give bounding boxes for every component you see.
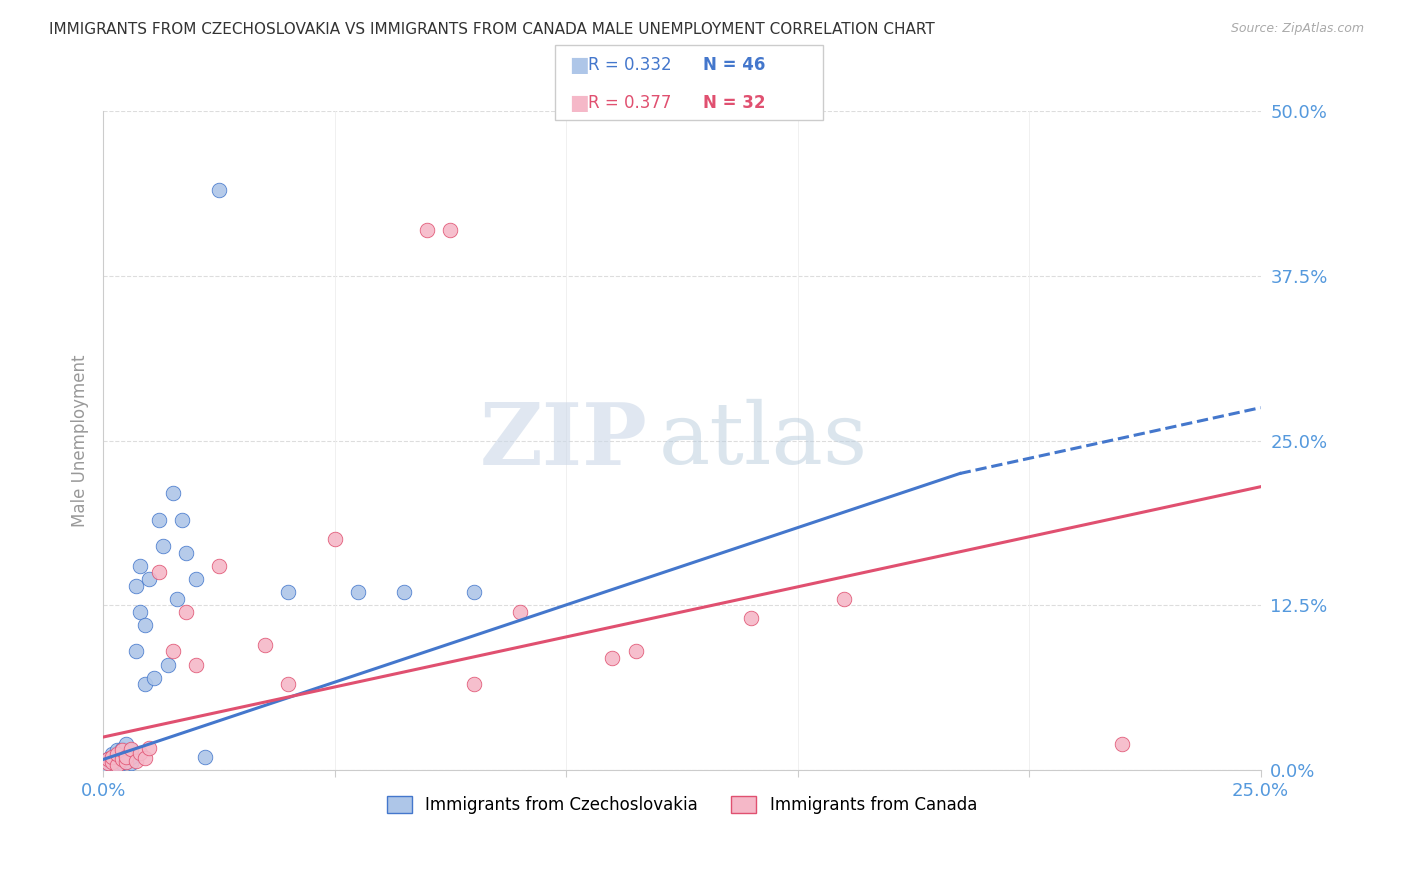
Point (97, 752, 120, 766)
Point (120, 743, 142, 757)
Point (105, 746, 128, 760)
Point (254, 638, 277, 652)
Point (115, 751, 138, 765)
Point (208, 183, 231, 197)
Point (120, 749, 142, 764)
Point (97, 759, 120, 773)
Point (115, 749, 138, 764)
Point (129, 558, 152, 573)
Point (740, 611, 762, 625)
Point (194, 749, 217, 764)
Point (105, 754, 128, 768)
Text: N = 46: N = 46 (703, 56, 765, 74)
Point (392, 585, 415, 599)
Point (105, 751, 128, 765)
Point (602, 651, 624, 665)
Text: N = 32: N = 32 (703, 94, 765, 112)
Point (111, 743, 134, 757)
Point (105, 743, 128, 757)
Point (148, 566, 170, 580)
Point (148, 513, 170, 527)
Text: IMMIGRANTS FROM CZECHOSLOVAKIA VS IMMIGRANTS FROM CANADA MALE UNEMPLOYMENT CORRE: IMMIGRANTS FROM CZECHOSLOVAKIA VS IMMIGR… (49, 22, 935, 37)
Point (134, 677, 156, 691)
Point (129, 746, 152, 760)
Point (120, 742, 142, 756)
Point (176, 546, 198, 560)
Point (277, 585, 299, 599)
Point (111, 752, 134, 766)
Point (97, 752, 120, 766)
Text: atlas: atlas (659, 399, 868, 483)
Point (184, 572, 207, 586)
Point (166, 591, 188, 606)
Y-axis label: Male Unemployment: Male Unemployment (72, 354, 89, 527)
Point (101, 749, 124, 764)
Point (101, 749, 124, 764)
Point (624, 644, 647, 658)
Point (208, 558, 231, 573)
Point (101, 755, 124, 769)
Text: R = 0.377: R = 0.377 (588, 94, 671, 112)
Point (138, 740, 160, 755)
Point (416, 223, 439, 237)
Point (115, 755, 138, 769)
Point (156, 657, 179, 672)
Point (1111, 737, 1133, 751)
Point (101, 747, 124, 762)
Point (111, 756, 134, 771)
Text: ■: ■ (569, 55, 589, 75)
Point (162, 644, 184, 658)
Point (184, 657, 207, 672)
Point (463, 585, 485, 599)
Point (115, 746, 138, 760)
Point (509, 605, 531, 619)
Point (105, 747, 128, 762)
Point (111, 748, 134, 763)
Point (832, 591, 855, 606)
Legend: Immigrants from Czechoslovakia, Immigrants from Canada: Immigrants from Czechoslovakia, Immigran… (380, 789, 984, 821)
Point (134, 751, 156, 765)
Point (101, 754, 124, 768)
Text: ZIP: ZIP (479, 399, 647, 483)
Point (138, 572, 160, 586)
Point (143, 671, 166, 685)
Point (152, 539, 174, 553)
Point (124, 754, 146, 768)
Point (115, 755, 138, 769)
Point (439, 223, 461, 237)
Point (124, 578, 146, 592)
Point (129, 605, 152, 619)
Point (115, 737, 138, 751)
Text: R = 0.332: R = 0.332 (588, 56, 671, 74)
Point (134, 618, 156, 632)
Point (124, 644, 146, 658)
Point (111, 742, 134, 756)
Point (463, 677, 485, 691)
Point (101, 757, 124, 772)
Point (97, 756, 120, 771)
Point (170, 513, 193, 527)
Point (176, 605, 198, 619)
Point (97, 756, 120, 771)
Point (105, 756, 128, 771)
Point (101, 755, 124, 769)
Point (111, 752, 134, 766)
Point (277, 677, 299, 691)
Text: ■: ■ (569, 93, 589, 112)
Point (105, 757, 128, 772)
Point (323, 533, 346, 547)
Point (346, 585, 368, 599)
Text: Source: ZipAtlas.com: Source: ZipAtlas.com (1230, 22, 1364, 36)
Point (120, 756, 142, 771)
Point (162, 486, 184, 500)
